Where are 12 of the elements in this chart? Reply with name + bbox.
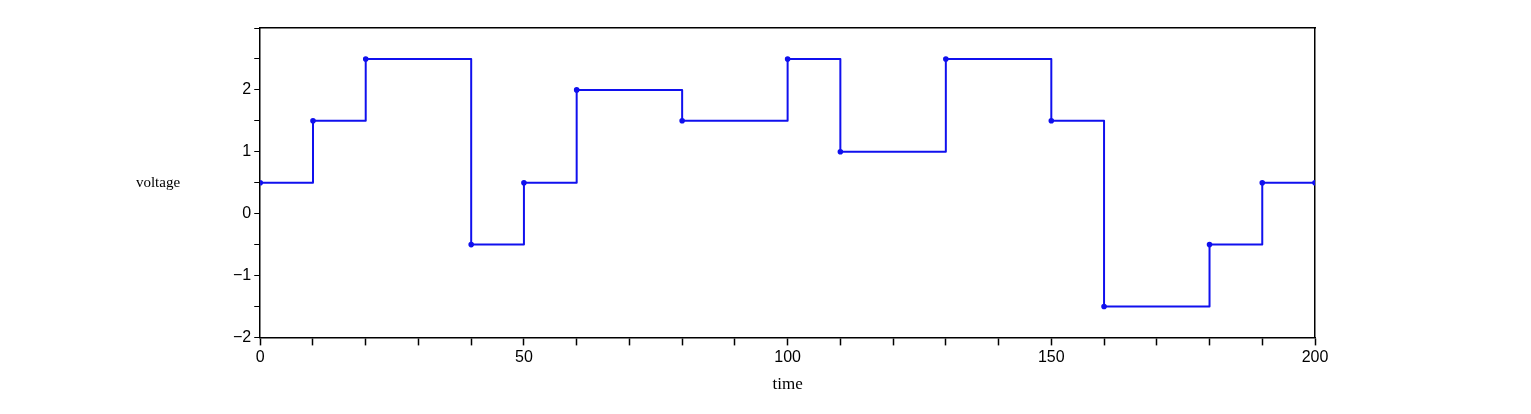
y-tick-label: 0 [242, 204, 252, 222]
y-tick-label: −2 [232, 327, 252, 345]
y-axis-title: voltage [135, 173, 181, 190]
y-tick-label: 1 [242, 142, 252, 160]
y-tick-label: −1 [232, 265, 252, 283]
y-tick-label: 2 [242, 80, 252, 98]
x-tick-label: 50 [515, 348, 533, 366]
x-tick-label: 0 [255, 348, 265, 366]
x-tick-label: 150 [1037, 348, 1065, 366]
x-tick-label: 200 [1301, 348, 1329, 366]
x-tick-label: 100 [774, 348, 802, 366]
x-axis-title: time [772, 374, 803, 394]
